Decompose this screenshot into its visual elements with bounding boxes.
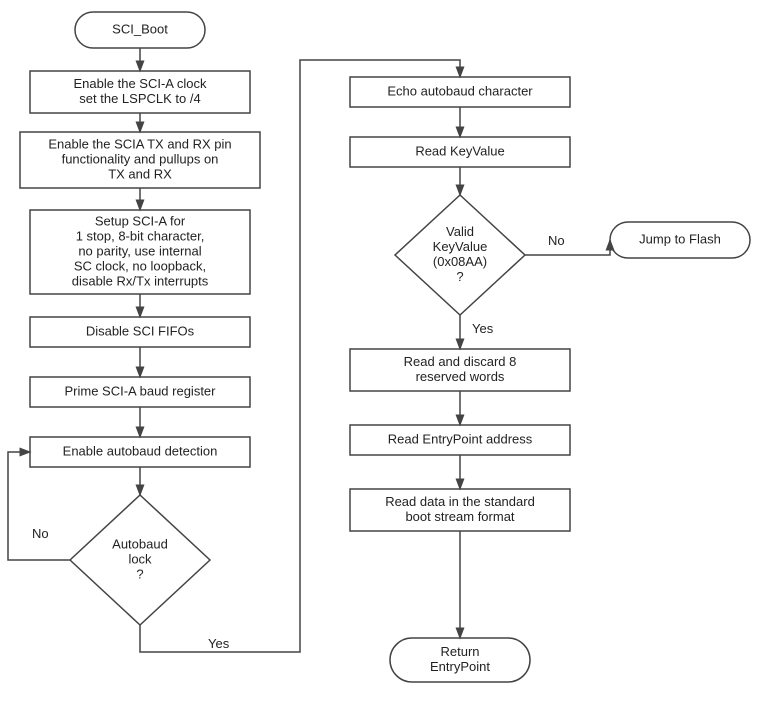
svg-text:?: ? [136,567,143,582]
svg-text:Yes: Yes [208,636,230,651]
svg-text:Read and discard 8: Read and discard 8 [404,354,517,369]
svg-text:Echo autobaud character: Echo autobaud character [387,84,533,99]
svg-text:Setup SCI-A for: Setup SCI-A for [95,214,186,229]
svg-text:boot stream format: boot stream format [405,509,514,524]
svg-text:Return: Return [440,644,479,659]
svg-text:no parity, use internal: no parity, use internal [78,244,201,259]
svg-text:Enable autobaud detection: Enable autobaud detection [63,444,218,459]
svg-text:Read KeyValue: Read KeyValue [415,144,504,159]
svg-text:Enable the SCIA TX and RX pin: Enable the SCIA TX and RX pin [48,137,231,152]
svg-text:disable Rx/Tx interrupts: disable Rx/Tx interrupts [72,274,209,289]
svg-text:functionality and pullups on: functionality and pullups on [62,152,219,167]
svg-text:Disable SCI FIFOs: Disable SCI FIFOs [86,324,195,339]
svg-text:reserved words: reserved words [416,369,505,384]
svg-text:(0x08AA): (0x08AA) [433,254,487,269]
svg-text:Yes: Yes [472,321,494,336]
svg-text:No: No [548,233,565,248]
svg-text:set the LSPCLK to /4: set the LSPCLK to /4 [79,91,200,106]
svg-text:Jump to Flash: Jump to Flash [639,232,721,247]
svg-text:EntryPoint: EntryPoint [430,659,490,674]
svg-text:Prime SCI-A baud register: Prime SCI-A baud register [64,384,216,399]
svg-text:No: No [32,526,49,541]
svg-text:SCI_Boot: SCI_Boot [112,22,168,37]
flowchart: SCI_Boot Enable the SCI-A clockset the LS… [0,0,761,703]
svg-text:Autobaud: Autobaud [112,537,168,552]
svg-text:1 stop, 8-bit character,: 1 stop, 8-bit character, [76,229,205,244]
svg-text:SC clock, no loopback,: SC clock, no loopback, [74,259,206,274]
svg-text:KeyValue: KeyValue [433,239,488,254]
svg-text:TX and RX: TX and RX [108,167,172,182]
svg-text:lock: lock [128,552,152,567]
svg-text:Read data in the standard: Read data in the standard [385,494,535,509]
svg-text:Enable the SCI-A clock: Enable the SCI-A clock [74,76,207,91]
svg-text:?: ? [456,269,463,284]
svg-text:Read EntryPoint address: Read EntryPoint address [388,432,533,447]
svg-text:Valid: Valid [446,224,474,239]
